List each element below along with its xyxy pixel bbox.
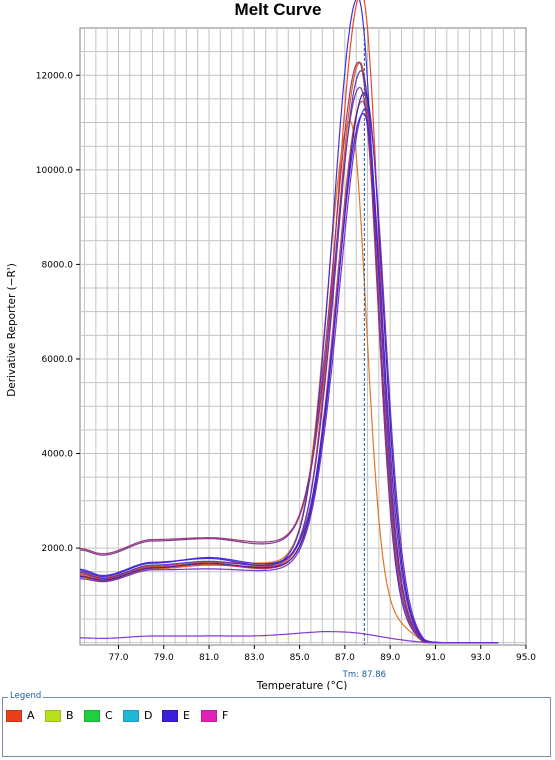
x-axis-ticks: 77.0 79.0 81.0 83.0 85.0 87.0 89.0 91.0 93.0 95.0 bbox=[108, 645, 536, 663]
legend-label: E bbox=[183, 709, 190, 722]
legend-title: Legend bbox=[8, 691, 44, 701]
legend-swatch bbox=[201, 709, 217, 722]
y-axis-ticks: 2000.0 4000.0 6000.0 8000.0 10000.0 12000.0 bbox=[36, 71, 80, 554]
y-tick-label: 2000.0 bbox=[42, 544, 74, 554]
tm-marker-label: Tm: 87.86 bbox=[342, 670, 386, 680]
x-tick-label: 91.0 bbox=[425, 653, 445, 663]
chart-title: Melt Curve bbox=[235, 0, 322, 19]
legend-swatch bbox=[84, 709, 100, 722]
legend-swatch bbox=[162, 709, 178, 722]
plot-frame bbox=[79, 27, 527, 646]
x-tick-label: 87.0 bbox=[335, 653, 355, 663]
y-tick-label: 6000.0 bbox=[42, 355, 74, 365]
grid-lines bbox=[80, 28, 526, 645]
y-axis-label: Derivative Reporter (−R') bbox=[6, 263, 18, 397]
legend-swatch bbox=[6, 709, 22, 722]
melt-curve-chart: Melt Curve Tm: 87.86 77.0 79.0 81.0 83.0 85.… bbox=[6, 0, 536, 690]
x-tick-label: 89.0 bbox=[380, 653, 400, 663]
legend-label: A bbox=[27, 709, 35, 722]
series-lines bbox=[79, 0, 499, 644]
legend-item-f: F bbox=[201, 709, 240, 722]
x-tick-label: 83.0 bbox=[244, 653, 264, 663]
legend-swatch bbox=[45, 709, 61, 722]
legend-swatch bbox=[123, 709, 139, 722]
legend-panel bbox=[2, 697, 551, 757]
x-axis-label: Temperature (°C) bbox=[256, 680, 348, 690]
x-tick-label: 85.0 bbox=[290, 653, 310, 663]
y-tick-label: 4000.0 bbox=[42, 450, 74, 460]
legend-label: D bbox=[144, 709, 153, 722]
series-line-12 bbox=[80, 630, 499, 644]
legend-label: B bbox=[66, 709, 74, 722]
y-tick-label: 8000.0 bbox=[42, 260, 74, 270]
legend-item-e: E bbox=[162, 709, 201, 722]
x-tick-label: 79.0 bbox=[154, 653, 174, 663]
x-tick-label: 77.0 bbox=[108, 653, 128, 663]
legend-item-d: D bbox=[123, 709, 162, 722]
y-tick-label: 10000.0 bbox=[36, 166, 73, 176]
x-tick-label: 93.0 bbox=[471, 653, 491, 663]
legend-label: C bbox=[105, 709, 113, 722]
legend-items: A B C D E F bbox=[6, 709, 240, 722]
tm-marker: Tm: 87.86 bbox=[342, 28, 386, 680]
series-line-10 bbox=[80, 108, 499, 644]
legend-item-a: A bbox=[6, 709, 45, 722]
x-tick-label: 95.0 bbox=[516, 653, 536, 663]
plot-area bbox=[79, 27, 527, 646]
legend-item-b: B bbox=[45, 709, 84, 722]
legend-item-c: C bbox=[84, 709, 123, 722]
legend-label: F bbox=[222, 709, 229, 722]
y-tick-label: 12000.0 bbox=[36, 71, 73, 81]
x-tick-label: 81.0 bbox=[199, 653, 219, 663]
